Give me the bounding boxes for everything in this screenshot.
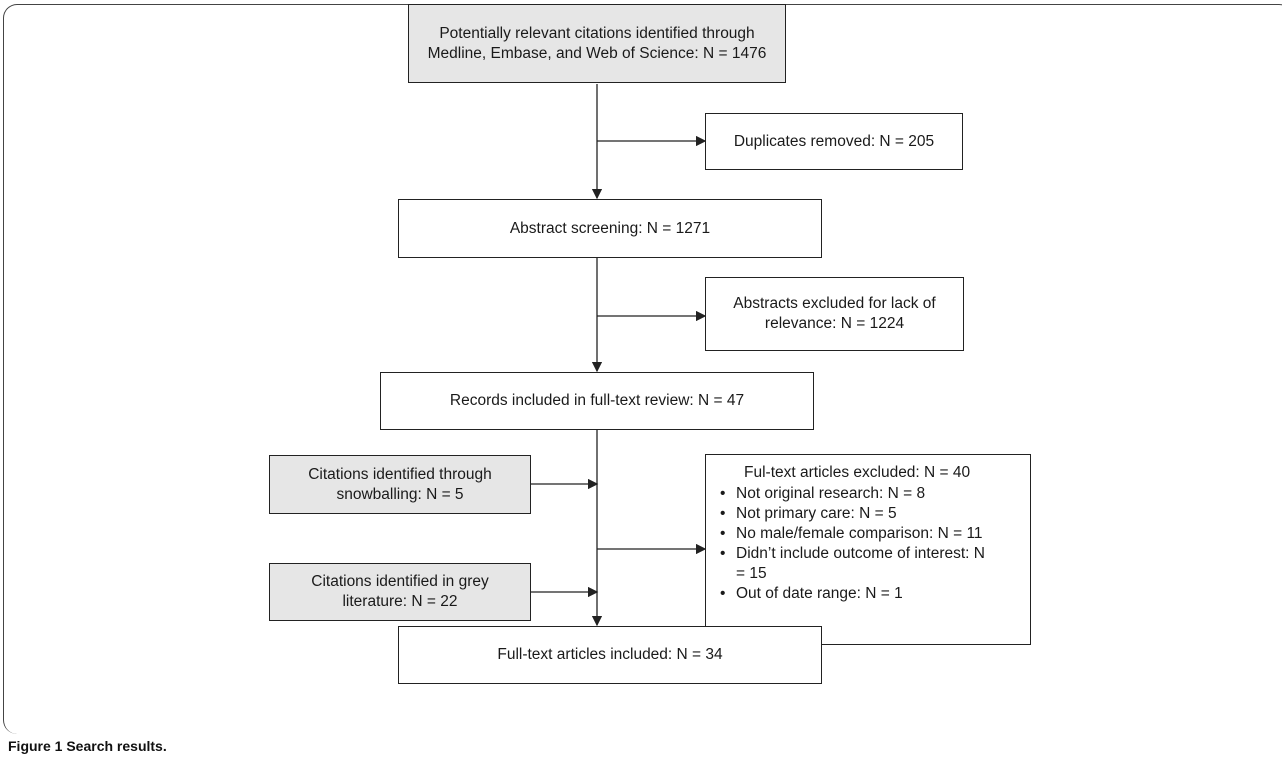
box-duplicates: Duplicates removed: N = 205 (705, 113, 963, 170)
exclusion-reason-item: Not original research: N = 8 (718, 484, 1024, 504)
exclusion-reason-item: No male/female comparison: N = 11 (718, 524, 1024, 544)
grey-literature-line-1: Citations identified in grey (311, 573, 489, 590)
included-text: Full-text articles included: N = 34 (497, 646, 723, 663)
duplicates-text: Duplicates removed: N = 205 (733, 132, 935, 150)
identified-line-1: Potentially relevant citations identifie… (439, 24, 755, 42)
box-fulltext-excluded: Ful-text articles excluded: N = 40 Not o… (705, 454, 1031, 645)
grey-literature-line-2: literature: N = 22 (342, 593, 458, 610)
abstracts-excluded-line-1: Abstracts excluded for lack of (733, 295, 936, 312)
fulltext-excluded-title: Ful-text articles excluded: N = 40 (744, 464, 971, 481)
figure-caption: Figure 1 Search results. (8, 738, 167, 754)
exclusion-reason-item: Didn’t include outcome of interest: N (718, 544, 1024, 564)
box-abstract-screening: Abstract screening: N = 1271 (398, 199, 822, 258)
box-abstracts-excluded: Abstracts excluded for lack of relevance… (705, 277, 964, 351)
snowballing-line-1: Citations identified through (308, 465, 492, 483)
abstracts-excluded-line-2: relevance: N = 1224 (764, 315, 905, 332)
snowballing-line-2: snowballing: N = 5 (336, 485, 464, 503)
box-grey-literature: Citations identified in grey literature:… (269, 563, 531, 621)
abstract-screening-text: Abstract screening: N = 1271 (509, 219, 711, 237)
box-included: Full-text articles included: N = 34 (398, 626, 822, 684)
exclusion-reason-item: Out of date range: N = 1 (718, 584, 1024, 604)
box-snowballing: Citations identified through snowballing… (269, 455, 531, 514)
identified-line-2: Medline, Embase, and Web of Science: N =… (427, 44, 767, 62)
box-identified: Potentially relevant citations identifie… (408, 4, 786, 83)
exclusion-reason-continuation: = 15 (736, 565, 767, 582)
exclusion-reason-item: Not primary care: N = 5 (718, 504, 1024, 524)
box-fulltext-review: Records included in full-text review: N … (380, 372, 814, 430)
fulltext-review-text: Records included in full-text review: N … (449, 392, 745, 409)
exclusion-reasons-list: Not original research: N = 8 Not primary… (718, 484, 1024, 604)
